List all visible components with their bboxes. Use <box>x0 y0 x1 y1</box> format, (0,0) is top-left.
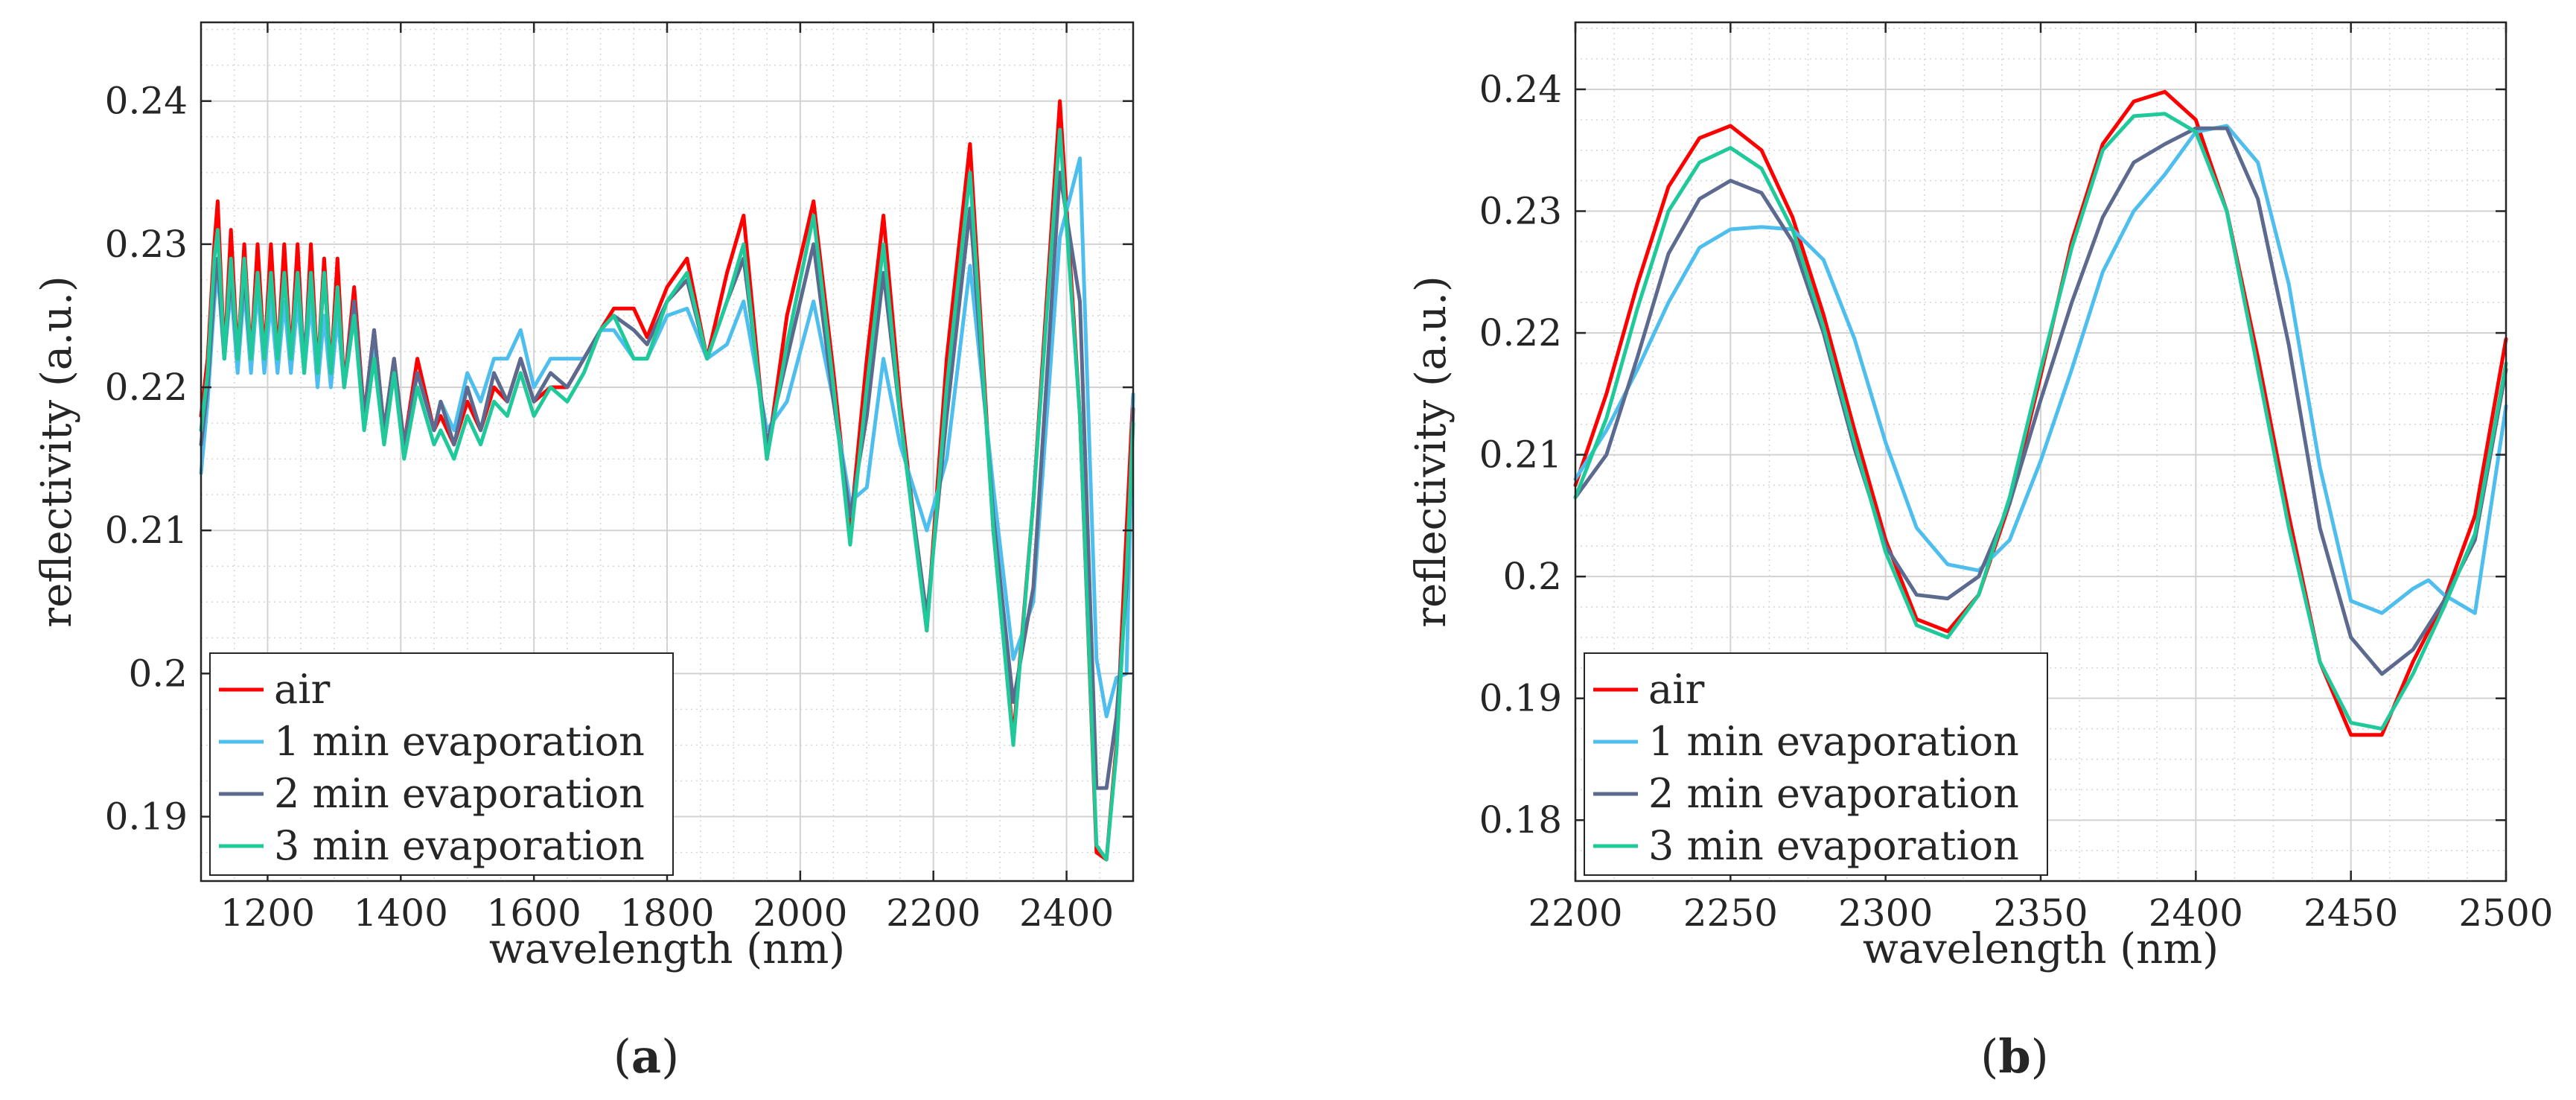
series-line-3 <box>1573 126 2508 676</box>
x-tick-label: 2200 <box>886 891 981 935</box>
caption-open-paren: ( <box>1980 1029 1998 1084</box>
x-tick-label: 1400 <box>354 891 448 935</box>
x-tick-label: 1800 <box>619 891 714 935</box>
legend-entry: 3 min evaporation <box>274 822 645 869</box>
y-tick-label: 0.21 <box>105 509 188 552</box>
panel-caption: (a) <box>613 1029 680 1084</box>
y-axis-label: reflectivity (a.u.) <box>1407 276 1456 627</box>
caption-letter: b <box>1998 1029 2030 1084</box>
series-line-2 <box>199 156 1135 719</box>
y-tick-label: 0.22 <box>105 366 188 409</box>
x-tick-label: 2350 <box>1993 891 2088 935</box>
y-tick-label: 0.2 <box>128 652 188 695</box>
x-tick-label: 2400 <box>2149 891 2243 935</box>
series-line-4 <box>199 127 1135 862</box>
panel-b: 2200 2250 2300 2350 2400 2450 2500 0.18 0.19 0.2 0… <box>1407 21 2554 1084</box>
legend-entry: air <box>274 666 330 713</box>
y-tick-label: 0.23 <box>1479 189 1562 232</box>
x-axis-label: wavelength (nm) <box>489 925 845 973</box>
caption-letter: a <box>631 1029 661 1084</box>
x-tick-label: 1200 <box>220 891 315 935</box>
legend-entry: 1 min evaporation <box>1648 718 2019 765</box>
y-tick-label: 0.19 <box>105 795 188 839</box>
caption-open-paren: ( <box>613 1029 631 1084</box>
legend-box <box>209 652 674 876</box>
y-tick-label: 0.24 <box>105 80 188 123</box>
panel-a: 1200 1400 1600 1800 2000 2200 2400 0.19 0.2 0.21 0… <box>33 21 1135 1084</box>
y-tick-label: 0.2 <box>1502 555 1562 598</box>
caption-close-paren: ) <box>2031 1029 2049 1084</box>
legend-box <box>1584 652 2048 876</box>
panel-caption: (b) <box>1980 1029 2049 1084</box>
x-tick-label: 2250 <box>1683 891 1778 935</box>
y-tick-label: 0.19 <box>1479 677 1562 720</box>
legend: air 1 min evaporation 2 min evaporation 3 m… <box>209 652 674 876</box>
x-tick-label: 2300 <box>1838 891 1933 935</box>
series-line-2 <box>1573 124 2508 615</box>
legend-entry: 1 min evaporation <box>274 718 645 765</box>
legend-entry: air <box>1648 666 1704 713</box>
legend: air 1 min evaporation 2 min evaporation 3 m… <box>1584 652 2048 876</box>
x-tick-label: 2450 <box>2304 891 2398 935</box>
y-tick-label: 0.24 <box>1479 68 1562 111</box>
legend-entry: 2 min evaporation <box>274 770 645 817</box>
x-tick-label: 2200 <box>1528 891 1622 935</box>
legend-entry: 2 min evaporation <box>1648 770 2019 817</box>
series-group <box>1573 89 2508 737</box>
x-tick-label: 2400 <box>1019 891 1114 935</box>
legend-entry: 3 min evaporation <box>1648 822 2019 869</box>
x-tick-label: 1600 <box>487 891 581 935</box>
caption-close-paren: ) <box>661 1029 679 1084</box>
y-tick-label: 0.18 <box>1479 798 1562 842</box>
x-tick-label: 2500 <box>2458 891 2553 935</box>
x-tick-label: 2000 <box>753 891 847 935</box>
y-tick-label: 0.22 <box>1479 311 1562 355</box>
y-tick-label: 0.21 <box>1479 433 1562 477</box>
y-axis-label: reflectivity (a.u.) <box>33 276 81 627</box>
series-group <box>199 99 1135 862</box>
y-tick-label: 0.23 <box>105 223 188 266</box>
series-line-4 <box>1573 112 2508 731</box>
x-axis-label: wavelength (nm) <box>1863 925 2219 973</box>
